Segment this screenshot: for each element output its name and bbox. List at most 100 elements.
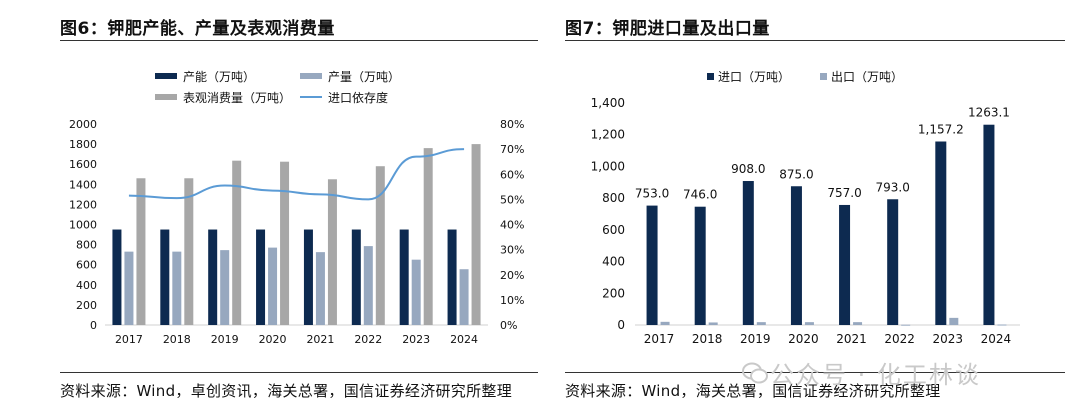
bar-import xyxy=(790,186,802,325)
bar-capacity xyxy=(112,229,122,325)
bar-consumption xyxy=(280,161,290,325)
y-tick-label: 2000 xyxy=(69,118,97,131)
legend-label: 进口依存度 xyxy=(328,90,388,105)
y-tick-label: 0 xyxy=(90,319,97,332)
chart-capacity-production-consumption: 0 200 400 600 800 1000 1200 1400 1600 1800 2000 0% 1… xyxy=(69,70,524,346)
bar-capacity xyxy=(447,229,457,325)
bar-production xyxy=(220,250,230,325)
x-tick-label: 2018 xyxy=(692,332,723,346)
x-tick-label: 2024 xyxy=(981,332,1012,346)
data-label-import: 1263.1 xyxy=(968,106,1010,120)
bar-capacity xyxy=(303,229,313,325)
y2-tick-label: 0% xyxy=(500,319,517,332)
data-label-import: 1,157.2 xyxy=(918,123,964,137)
x-tick-label: 2023 xyxy=(933,332,964,346)
bar-export xyxy=(660,321,670,325)
y-tick-label: 1600 xyxy=(69,158,97,171)
line-import-dependency xyxy=(128,148,465,201)
y-tick-label: 800 xyxy=(76,239,97,252)
bar-export xyxy=(901,324,911,326)
x-tick-label: 2022 xyxy=(884,332,915,346)
bar-production xyxy=(172,251,182,325)
bar-import xyxy=(694,206,706,325)
legend-swatch xyxy=(707,73,714,80)
y-tick-label: 1,400 xyxy=(591,96,625,110)
title-rule xyxy=(60,40,538,41)
bar-consumption xyxy=(423,148,433,325)
source-rule xyxy=(565,372,1065,373)
bar-production xyxy=(124,251,134,325)
source-rule xyxy=(60,372,538,373)
bar-export xyxy=(949,317,959,325)
y-tick-label: 600 xyxy=(76,259,97,272)
chart-source: 资料来源：Wind，卓创资讯，海关总署，国信证券经济研究所整理 xyxy=(60,382,513,400)
x-tick-label: 2020 xyxy=(259,333,287,346)
y2-tick-label: 50% xyxy=(500,193,524,206)
legend-swatch xyxy=(155,73,177,79)
legend-swatch xyxy=(300,73,322,79)
data-label-import: 746.0 xyxy=(683,188,717,202)
title-rule xyxy=(565,40,1065,41)
wechat-icon xyxy=(742,362,768,384)
data-label-import: 875.0 xyxy=(779,167,813,181)
y-tick-label: 1200 xyxy=(69,198,97,211)
y-tick-label: 1,000 xyxy=(591,159,625,173)
x-tick-label: 2017 xyxy=(644,332,675,346)
y-tick-label: 0 xyxy=(617,318,625,332)
bar-production xyxy=(315,252,325,325)
y2-tick-label: 10% xyxy=(500,294,524,307)
bar-import xyxy=(742,181,754,325)
bar-consumption xyxy=(232,160,242,325)
y2-tick-label: 40% xyxy=(500,219,524,232)
data-label-import: 757.0 xyxy=(827,186,861,200)
bar-import xyxy=(983,124,995,325)
bar-import xyxy=(839,204,851,325)
watermark: 公众号 · 化工林谈 xyxy=(770,361,981,389)
bar-production xyxy=(268,247,278,325)
y-tick-label: 1800 xyxy=(69,138,97,151)
y-tick-label: 400 xyxy=(602,255,625,269)
bar-consumption xyxy=(375,166,385,325)
x-tick-label: 2020 xyxy=(788,332,819,346)
bar-production xyxy=(363,246,373,325)
y-tick-label: 1400 xyxy=(69,178,97,191)
x-tick-label: 2021 xyxy=(836,332,867,346)
x-tick-label: 2023 xyxy=(402,333,430,346)
legend-swatch xyxy=(155,94,177,100)
y-tick-label: 1,200 xyxy=(591,128,625,142)
bar-consumption xyxy=(471,144,481,325)
bar-export xyxy=(804,322,814,325)
chart-panel-potash-capacity: 图6：钾肥产能、产量及表观消费量 0 200 400 600 800 1000 1200 14… xyxy=(60,19,538,400)
x-tick-label: 2019 xyxy=(740,332,771,346)
bar-capacity xyxy=(351,229,361,325)
legend-label: 进口（万吨） xyxy=(718,70,790,84)
y-tick-label: 400 xyxy=(76,279,97,292)
y2-tick-label: 20% xyxy=(500,269,524,282)
data-label-import: 908.0 xyxy=(731,162,765,176)
y-tick-label: 200 xyxy=(76,299,97,312)
data-label-import: 793.0 xyxy=(876,180,910,194)
y-tick-label: 1000 xyxy=(69,219,97,232)
y2-tick-label: 30% xyxy=(500,244,524,257)
y2-tick-label: 60% xyxy=(500,168,524,181)
legend-label: 表观消费量（万吨） xyxy=(183,91,291,105)
legend-label: 出口（万吨） xyxy=(831,70,903,84)
bar-production xyxy=(411,259,421,325)
x-tick-label: 2018 xyxy=(163,333,191,346)
bar-import xyxy=(887,199,899,325)
bar-import xyxy=(646,205,658,325)
bar-capacity xyxy=(160,229,170,325)
bar-consumption xyxy=(136,178,146,325)
bar-production xyxy=(459,269,469,325)
chart-title: 图6：钾肥产能、产量及表观消费量 xyxy=(60,19,335,39)
chart-panel-potash-trade: 图7：钾肥进口量及出口量 0 200 400 600 800 1,000 1,200 1,40… xyxy=(555,0,1075,420)
x-tick-label: 2024 xyxy=(450,333,478,346)
bar-consumption xyxy=(184,178,194,325)
bar-export xyxy=(756,322,766,325)
bar-consumption xyxy=(327,179,337,325)
bar-export xyxy=(997,324,1007,326)
bar-capacity xyxy=(256,229,266,325)
x-tick-label: 2017 xyxy=(115,333,143,346)
data-label-import: 753.0 xyxy=(635,187,669,201)
bar-export xyxy=(708,322,718,325)
